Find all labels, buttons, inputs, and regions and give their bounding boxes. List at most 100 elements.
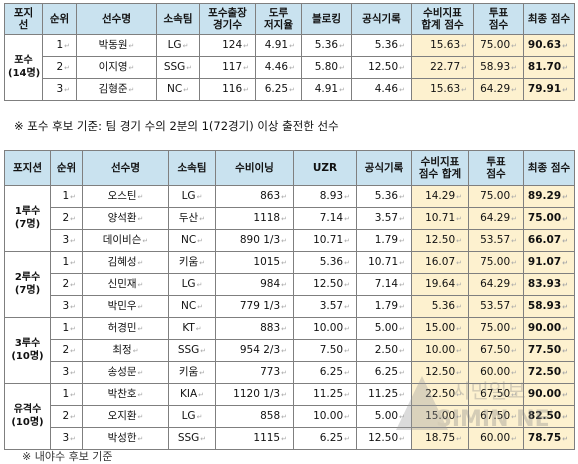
uzr-cell: 10.00↵ bbox=[293, 405, 357, 428]
player-name-value: 박찬호 bbox=[107, 388, 137, 401]
uzr-cell: 6.25↵ bbox=[293, 361, 357, 384]
rank-value: 1 bbox=[56, 39, 64, 52]
column-header: 공식기록 bbox=[351, 3, 412, 35]
player-name-value: 김형준 bbox=[98, 83, 128, 96]
blocking-cell: 5.80↵ bbox=[301, 56, 352, 79]
paragraph-mark-icon: ↵ bbox=[281, 237, 287, 246]
uzr-value: 10.00 bbox=[313, 322, 344, 335]
steal-block-cell: 4.46↵ bbox=[255, 56, 302, 79]
column-header: 선수명 bbox=[82, 150, 169, 186]
official-record-value: 5.00 bbox=[374, 322, 399, 335]
team-cell: SSG↵ bbox=[168, 427, 216, 450]
column-header: 최종 점수 bbox=[523, 150, 575, 186]
paragraph-mark-icon: ↵ bbox=[344, 325, 350, 334]
team-value: KT bbox=[182, 322, 195, 335]
header-line: 투표 bbox=[488, 6, 509, 19]
paragraph-mark-icon: ↵ bbox=[344, 391, 350, 400]
paragraph-mark-icon: ↵ bbox=[137, 215, 144, 224]
player-name-cell: 박찬호↵ bbox=[82, 383, 169, 406]
paragraph-mark-icon: ↵ bbox=[456, 281, 462, 290]
final-score-cell: 75.00↵ bbox=[523, 207, 575, 230]
position-count: (10명) bbox=[11, 416, 44, 428]
paragraph-mark-icon: ↵ bbox=[199, 369, 206, 378]
paragraph-mark-icon: ↵ bbox=[70, 193, 76, 202]
paragraph-mark-icon: ↵ bbox=[198, 391, 205, 400]
paragraph-mark-icon: ↵ bbox=[70, 303, 76, 312]
official-record-cell: 2.50↵ bbox=[356, 339, 412, 362]
header-line: 수비지표 bbox=[420, 155, 460, 168]
official-record-value: 12.50 bbox=[368, 61, 399, 74]
header-line: 소속팀 bbox=[163, 12, 193, 25]
paragraph-mark-icon: ↵ bbox=[70, 347, 76, 356]
paragraph-mark-icon: ↵ bbox=[70, 281, 76, 290]
column-header: 포지션 bbox=[4, 150, 51, 186]
defense-score-cell: 19.64↵ bbox=[411, 273, 469, 296]
paragraph-mark-icon: ↵ bbox=[137, 259, 144, 268]
table-row: 2↵ 이지영↵ SSG↵ 117↵ 4.46↵ 5.80↵ 12.50↵ 22.77↵ 58.9… bbox=[5, 56, 575, 79]
paragraph-mark-icon: ↵ bbox=[243, 42, 249, 51]
paragraph-mark-icon: ↵ bbox=[182, 42, 189, 51]
team-cell: NC↵ bbox=[168, 229, 216, 252]
vote-score-value: 64.29 bbox=[480, 212, 511, 225]
team-value: LG bbox=[181, 190, 196, 203]
table-row: 3↵ 김형준↵ NC↵ 116↵ 6.25↵ 4.91↵ 4.46↵ 15.63↵ 64.29↵… bbox=[5, 78, 575, 101]
table-row: 2↵ 최정↵ SSG↵ 954 2/3↵ 7.50↵ 2.50↵ 10.00↵ 67.50↵ 7… bbox=[5, 339, 575, 362]
rank-cell: 1↵ bbox=[50, 317, 83, 340]
team-value: 두산 bbox=[178, 212, 199, 225]
uzr-cell: 8.93↵ bbox=[293, 185, 357, 208]
paragraph-mark-icon: ↵ bbox=[399, 237, 405, 246]
column-header: 순위 bbox=[50, 150, 83, 186]
paragraph-mark-icon: ↵ bbox=[562, 281, 568, 290]
vote-score-value: 58.93 bbox=[480, 61, 511, 74]
uzr-cell: 3.57↵ bbox=[293, 295, 357, 318]
paragraph-mark-icon: ↵ bbox=[456, 259, 462, 268]
paragraph-mark-icon: ↵ bbox=[70, 237, 76, 246]
rank-cell: 2↵ bbox=[50, 405, 83, 428]
header-line: 소속팀 bbox=[177, 161, 207, 174]
paragraph-mark-icon: ↵ bbox=[511, 64, 517, 73]
paragraph-mark-icon: ↵ bbox=[456, 369, 462, 378]
player-name-value: 박동원 bbox=[98, 39, 128, 52]
header-line: 점수 합계 bbox=[418, 168, 462, 180]
paragraph-mark-icon: ↵ bbox=[399, 215, 405, 224]
paragraph-mark-icon: ↵ bbox=[456, 215, 462, 224]
rank-cell: 3↵ bbox=[50, 427, 83, 450]
final-score-cell: 90.00↵ bbox=[523, 383, 575, 406]
paragraph-mark-icon: ↵ bbox=[281, 369, 287, 378]
paragraph-mark-icon: ↵ bbox=[399, 391, 405, 400]
final-score-value: 66.07 bbox=[527, 234, 562, 247]
defense-score-cell: 12.50↵ bbox=[411, 361, 469, 384]
header-line: 점수 bbox=[488, 19, 509, 31]
defense-innings-value: 1120 1/3 bbox=[233, 388, 281, 401]
table-row: 2↵ 신민재↵ LG↵ 984↵ 12.50↵ 7.14↵ 19.64↵ 64.29↵ 83.9… bbox=[5, 273, 575, 296]
paragraph-mark-icon: ↵ bbox=[511, 347, 517, 356]
player-name-cell: 최정↵ bbox=[82, 339, 169, 362]
final-score-value: 90.00 bbox=[527, 322, 562, 335]
header-line: 경기수 bbox=[213, 19, 242, 31]
position-name: 1루수 bbox=[14, 206, 41, 217]
vote-score-value: 75.00 bbox=[480, 256, 511, 269]
paragraph-mark-icon: ↵ bbox=[399, 193, 405, 202]
paragraph-mark-icon: ↵ bbox=[511, 303, 517, 312]
defense-score-cell: 15.63↵ bbox=[411, 34, 474, 57]
header-line: 수비지표 bbox=[423, 6, 462, 19]
defense-score-cell: 14.29↵ bbox=[411, 185, 469, 208]
vote-score-cell: 75.00↵ bbox=[468, 317, 524, 340]
vote-score-cell: 64.29↵ bbox=[468, 273, 524, 296]
team-value: LG bbox=[167, 39, 182, 52]
defense-score-cell: 16.07↵ bbox=[411, 251, 469, 274]
paragraph-mark-icon: ↵ bbox=[137, 281, 144, 290]
player-name-value: 양석환 bbox=[107, 212, 137, 225]
defense-innings-value: 883 bbox=[260, 322, 281, 335]
final-score-cell: 72.50↵ bbox=[523, 361, 575, 384]
player-name-value: 신민재 bbox=[107, 278, 137, 291]
official-record-value: 12.50 bbox=[368, 432, 399, 445]
paragraph-mark-icon: ↵ bbox=[281, 413, 287, 422]
paragraph-mark-icon: ↵ bbox=[289, 42, 295, 51]
official-record-cell: 1.79↵ bbox=[356, 229, 412, 252]
final-score-cell: 77.50↵ bbox=[523, 339, 575, 362]
paragraph-mark-icon: ↵ bbox=[344, 435, 350, 444]
header-line: 선 bbox=[18, 19, 29, 31]
uzr-value: 6.25 bbox=[319, 432, 344, 445]
rank-value: 1 bbox=[62, 256, 70, 269]
